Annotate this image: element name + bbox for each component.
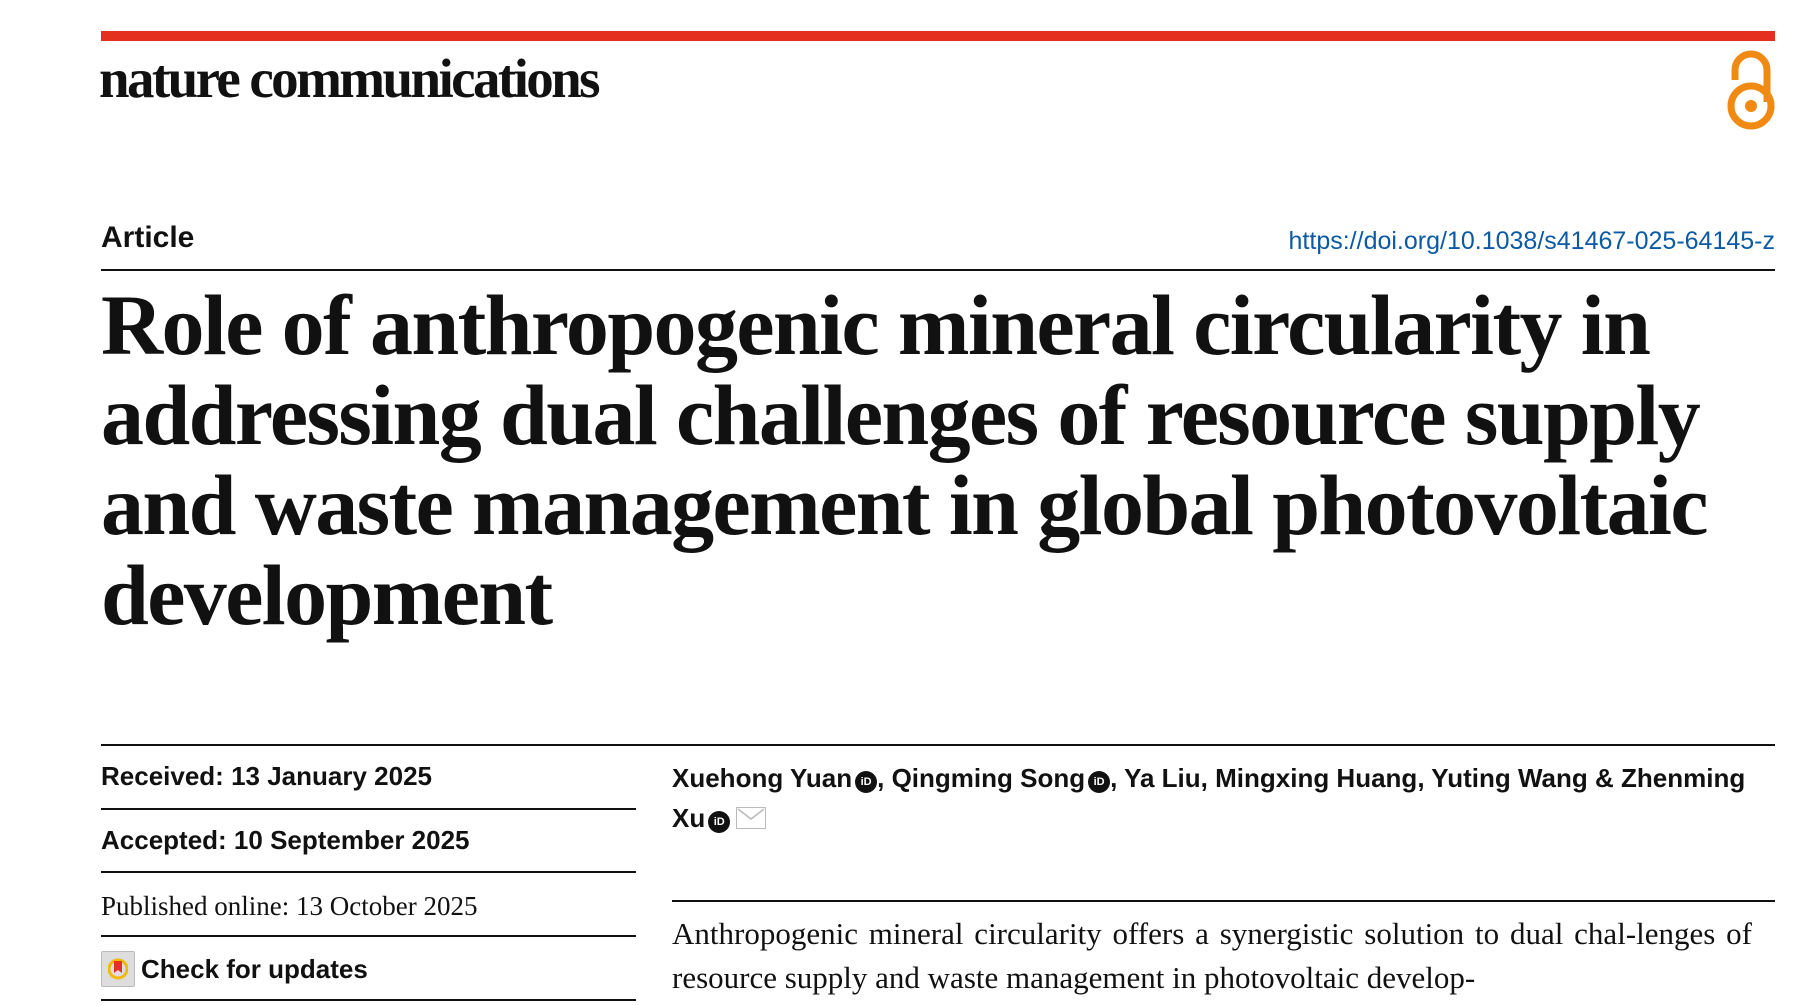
orcid-icon[interactable]: iD (708, 811, 731, 833)
received-date: Received: 13 January 2025 (101, 761, 432, 791)
separator: , (1417, 763, 1432, 793)
orcid-icon[interactable]: iD (855, 771, 878, 793)
open-access-lock-icon (1727, 50, 1775, 130)
accepted-date: Accepted: 10 September 2025 (101, 825, 470, 855)
check-updates-icon (101, 951, 135, 987)
author-name[interactable]: Yuting Wang (1431, 763, 1588, 793)
separator: , (1110, 763, 1125, 793)
check-for-updates-button[interactable]: Check for updates (101, 951, 368, 987)
published-date: Published online: 13 October 2025 (101, 891, 478, 921)
article-type: Article (101, 221, 195, 254)
author-name[interactable]: Mingxing Huang (1215, 763, 1418, 793)
divider (101, 871, 636, 873)
separator: , (877, 763, 892, 793)
abstract: Anthropogenic mineral circularity offers… (672, 916, 1752, 995)
article-title: Role of anthropogenic mineral circularit… (101, 277, 1709, 643)
doi-link[interactable]: https://doi.org/10.1038/s41467-025-64145… (1288, 227, 1775, 255)
separator: , (1200, 763, 1216, 793)
author-name[interactable]: Xuehong Yuan (672, 763, 853, 793)
check-updates-label: Check for updates (141, 954, 368, 984)
journal-logo[interactable]: nature communications (99, 48, 601, 109)
separator: & (1587, 763, 1621, 793)
divider (101, 999, 636, 1001)
journal-accent-bar (101, 31, 1775, 41)
author-name[interactable]: Ya Liu (1124, 763, 1201, 793)
author-name[interactable]: Qingming Song (891, 763, 1086, 793)
divider (101, 269, 1775, 271)
divider (672, 900, 1775, 902)
divider (101, 808, 636, 810)
author-name[interactable]: Zhenming Xu (672, 763, 1746, 833)
author-list: Xuehong Yuan iD, Qingming Song iD, Ya Liu,… (672, 758, 1782, 838)
orcid-icon[interactable]: iD (1088, 771, 1111, 793)
divider (101, 744, 1775, 746)
divider (101, 935, 636, 937)
email-icon[interactable] (736, 807, 767, 829)
